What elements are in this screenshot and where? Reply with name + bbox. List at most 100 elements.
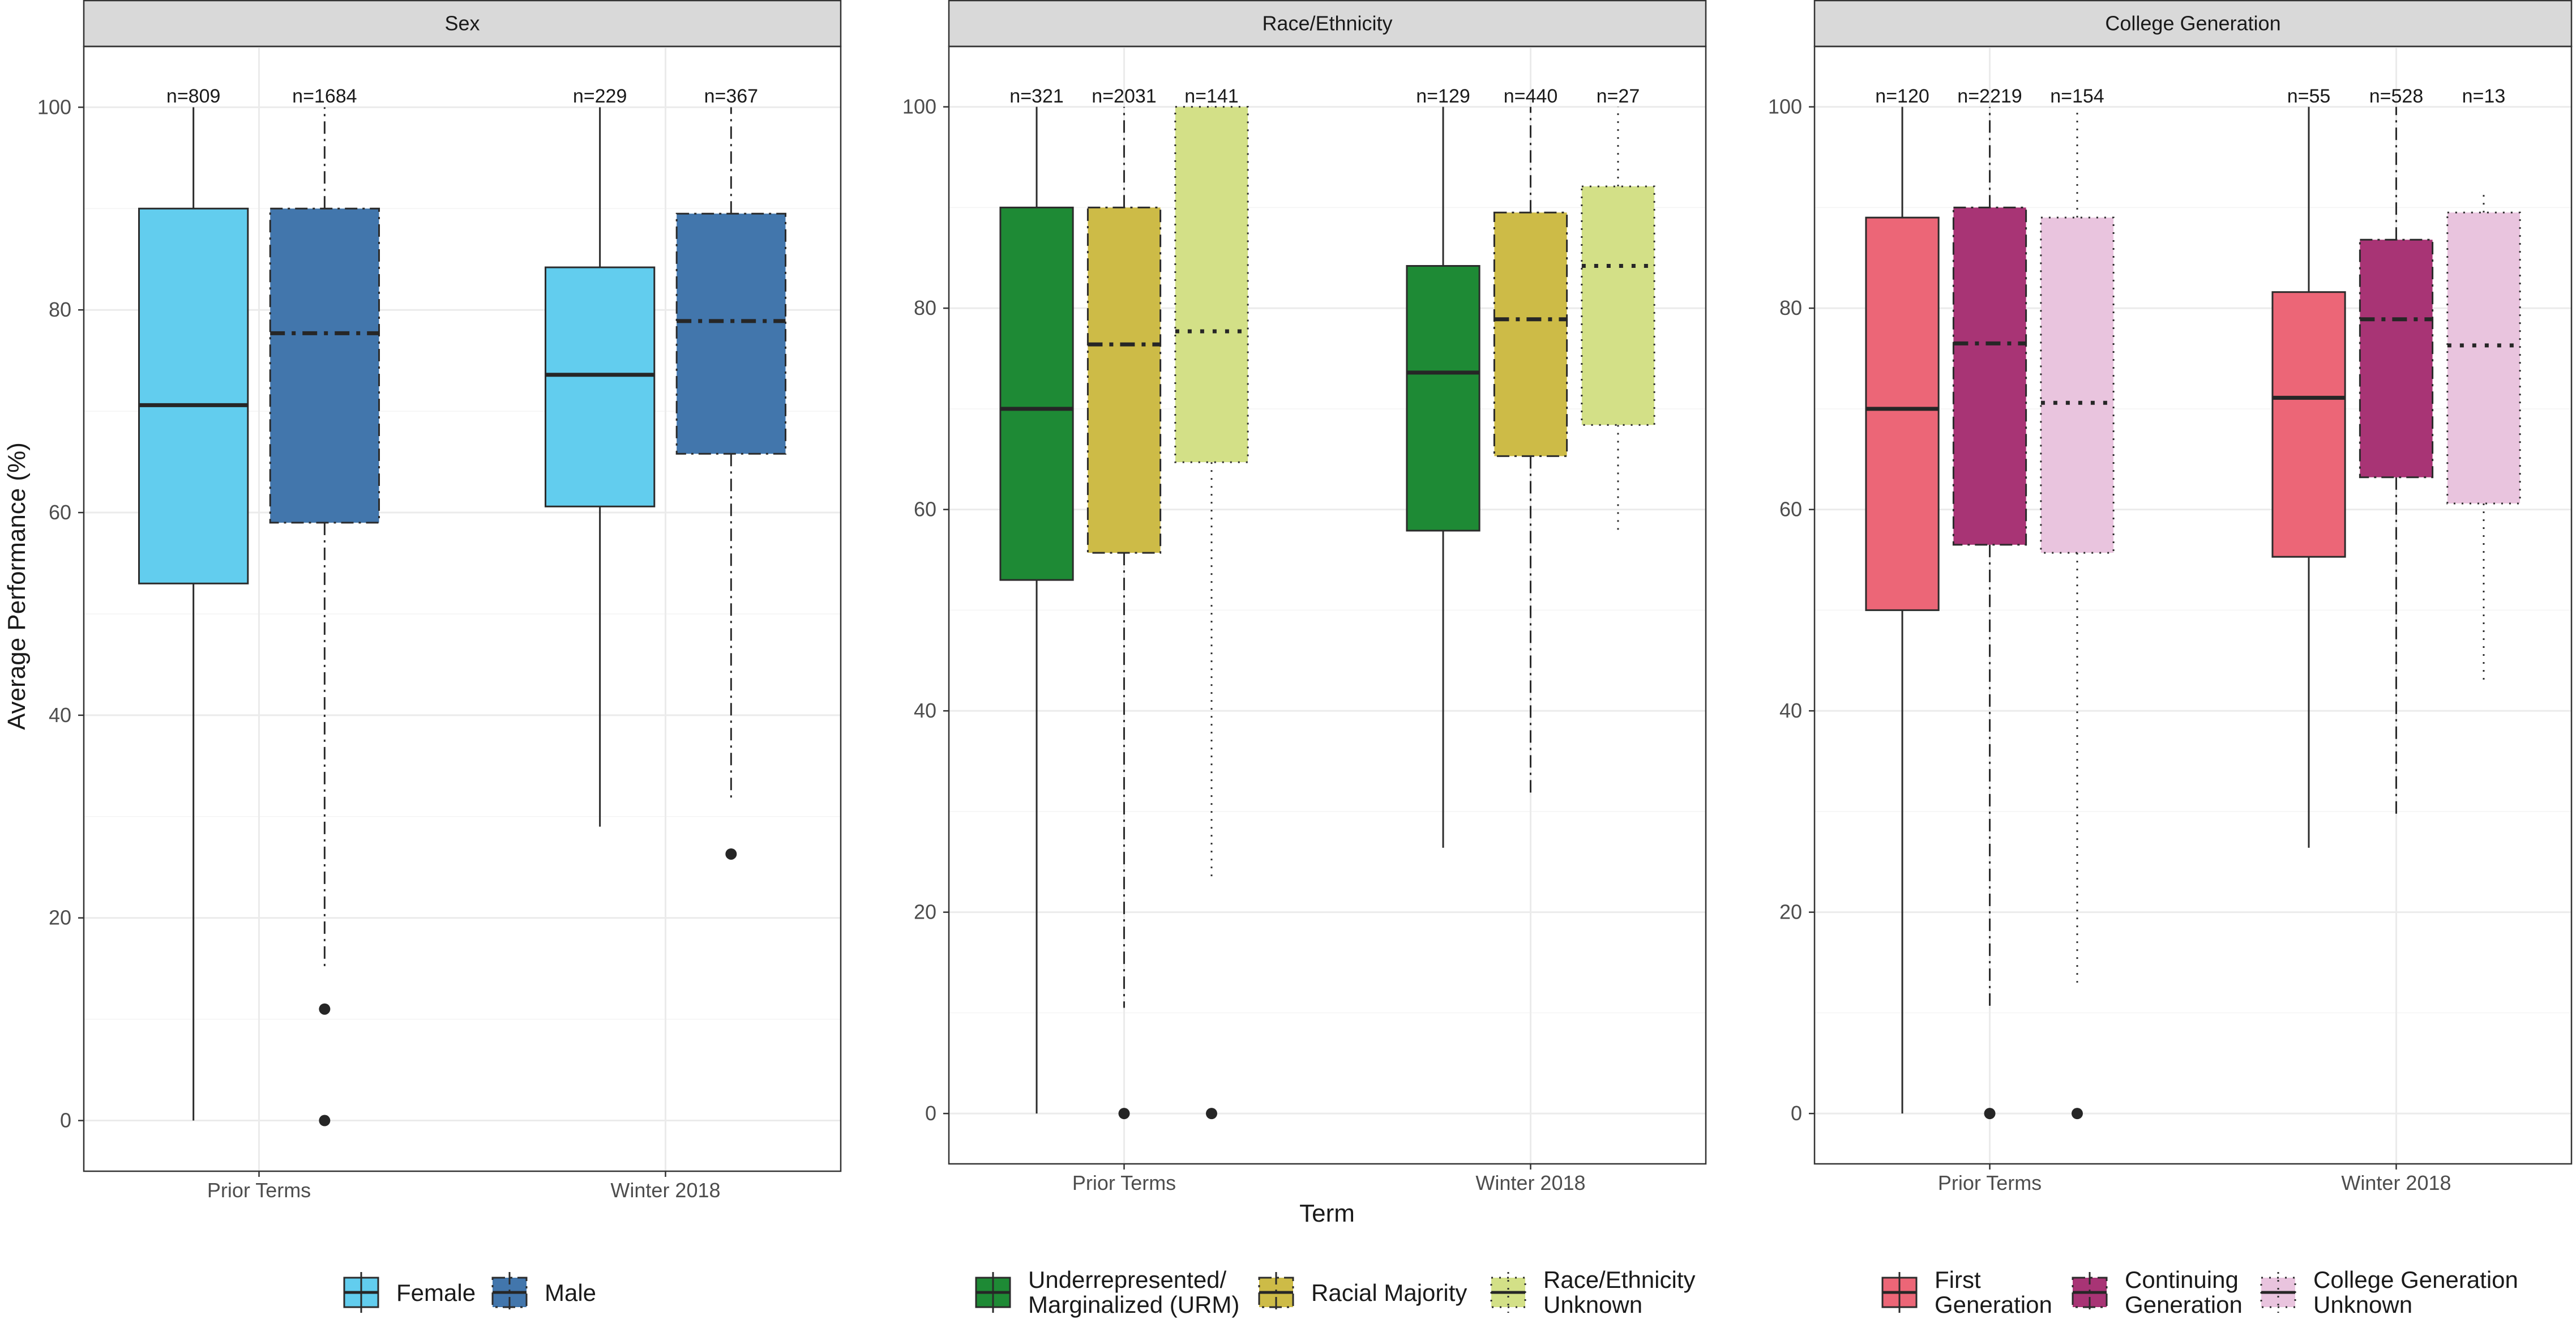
box-urm-winter-2018: n=129 xyxy=(1406,86,1480,848)
y-tick-label: 60 xyxy=(1779,498,1802,521)
box-male-prior-terms: n=1684 xyxy=(269,86,380,1126)
box-iqr xyxy=(2446,211,2521,505)
box-iqr xyxy=(1581,185,1655,426)
legend-label: Unknown xyxy=(2313,1291,2412,1318)
y-tick-label: 0 xyxy=(60,1109,71,1132)
y-tick-label: 100 xyxy=(1768,95,1802,118)
panel-sex: Sex 0 20 40 60 80 100 Prior Terms Winter 2018 n=8… xyxy=(37,0,842,1313)
box-iqr xyxy=(1174,106,1249,463)
x-tick-label: Prior Terms xyxy=(1072,1171,1176,1194)
legend-college-generation: FirstGenerationContinuingGenerationColle… xyxy=(1881,1266,2518,1318)
box-iqr xyxy=(999,206,1074,581)
n-label: n=55 xyxy=(2287,86,2331,107)
box-continuing-generation-winter-2018: n=528 xyxy=(2359,86,2434,818)
outlier-point xyxy=(1118,1108,1130,1120)
box-iqr xyxy=(269,207,380,524)
y-tick-label: 40 xyxy=(1779,699,1802,722)
n-label: n=141 xyxy=(1184,86,1239,107)
legend-label: Race/Ethnicity xyxy=(1543,1266,1695,1293)
y-axis: 0 20 40 60 80 100 xyxy=(1768,95,1815,1125)
y-tick-label: 20 xyxy=(1779,901,1802,924)
n-label: n=809 xyxy=(166,86,221,107)
box-iqr xyxy=(1406,264,1480,532)
n-label: n=440 xyxy=(1504,86,1558,107)
legend-item-racial-majority: Racial Majority xyxy=(1258,1272,1467,1313)
panel-header xyxy=(1813,0,2573,48)
box-first-generation-winter-2018: n=55 xyxy=(2271,86,2346,848)
box-continuing-generation-prior-terms: n=2219 xyxy=(1952,86,2027,1120)
box-college-generation-unknown-winter-2018: n=13 xyxy=(2446,86,2521,683)
box-racial-majority-prior-terms: n=2031 xyxy=(1086,86,1162,1120)
y-axis: 0 20 40 60 80 100 xyxy=(902,95,949,1125)
panel-college-generation: College Generation 0 20 40 60 80 100 Prior Term… xyxy=(1768,0,2573,1318)
n-label: n=229 xyxy=(573,86,627,107)
box-racial-majority-winter-2018: n=440 xyxy=(1493,86,1568,796)
x-tick-label: Winter 2018 xyxy=(610,1179,720,1202)
outlier-point xyxy=(725,848,737,860)
panel-border xyxy=(1813,45,2573,1165)
legend-label: Marginalized (URM) xyxy=(1028,1291,1239,1318)
y-tick-label: 80 xyxy=(914,296,936,319)
legend-label: Underrepresented/ xyxy=(1028,1266,1227,1293)
legend-item-female: Female xyxy=(343,1272,476,1313)
x-axis: Prior Terms Winter 2018 xyxy=(207,1171,721,1202)
box-iqr xyxy=(2359,238,2434,479)
legend-label: Female xyxy=(396,1279,476,1306)
panel-title: College Generation xyxy=(2105,12,2280,35)
x-tick-label: Prior Terms xyxy=(1938,1171,2042,1194)
boxes: n=321 n=2031 n=141 n=129 n=440 n=27 xyxy=(999,86,1655,1120)
box-iqr xyxy=(1493,211,1568,457)
y-tick-label: 20 xyxy=(914,901,936,924)
y-tick-label: 40 xyxy=(49,703,71,727)
x-tick-label: Winter 2018 xyxy=(1475,1171,1585,1194)
panel-border xyxy=(948,45,1707,1165)
y-tick-label: 100 xyxy=(37,95,71,118)
y-tick-label: 20 xyxy=(49,906,71,929)
panel-race-ethnicity: Race/Ethnicity 0 20 40 60 80 100 Prior Terms Win… xyxy=(902,0,1707,1318)
x-axis: Prior Terms Winter 2018 xyxy=(1072,1164,1586,1194)
n-label: n=2031 xyxy=(1092,86,1156,107)
y-tick-label: 0 xyxy=(925,1102,936,1125)
y-tick-label: 80 xyxy=(49,298,71,321)
legend-label: Continuing xyxy=(2125,1266,2239,1293)
legend-label: Generation xyxy=(2125,1291,2243,1318)
box-race-ethnicity-unknown-prior-terms: n=141 xyxy=(1174,86,1249,1120)
n-label: n=129 xyxy=(1416,86,1470,107)
panel-header xyxy=(83,0,842,48)
legend-label: Generation xyxy=(1935,1291,2052,1318)
x-axis: Prior Terms Winter 2018 xyxy=(1938,1164,2451,1194)
n-label: n=154 xyxy=(2050,86,2104,107)
legend-label: College Generation xyxy=(2313,1266,2518,1293)
n-label: n=367 xyxy=(704,86,759,107)
outlier-point xyxy=(1205,1108,1217,1120)
legend-label: First xyxy=(1935,1266,1981,1293)
box-urm-prior-terms: n=321 xyxy=(999,86,1074,1114)
n-label: n=2219 xyxy=(1957,86,2022,107)
n-label: n=27 xyxy=(1597,86,1640,107)
n-label: n=120 xyxy=(1875,86,1929,107)
box-iqr xyxy=(2040,216,2115,554)
box-iqr xyxy=(1086,206,1162,554)
box-iqr xyxy=(138,207,249,584)
n-label: n=321 xyxy=(1009,86,1064,107)
panel-title: Sex xyxy=(444,12,480,35)
box-female-prior-terms: n=809 xyxy=(138,86,249,1121)
legend-label: Racial Majority xyxy=(1311,1279,1467,1306)
legend-sex: Female Male xyxy=(343,1272,596,1313)
outlier-point xyxy=(319,1003,331,1015)
outlier-point xyxy=(2071,1108,2083,1120)
y-tick-label: 0 xyxy=(1791,1102,1802,1125)
box-male-winter-2018: n=367 xyxy=(675,86,786,860)
panel-title: Race/Ethnicity xyxy=(1262,12,1392,35)
x-tick-label: Winter 2018 xyxy=(2341,1171,2451,1194)
box-iqr xyxy=(2271,291,2346,558)
box-female-winter-2018: n=229 xyxy=(544,86,656,827)
x-axis-title: Term xyxy=(1299,1200,1355,1227)
box-college-generation-unknown-prior-terms: n=154 xyxy=(2040,86,2115,1120)
n-label: n=528 xyxy=(2369,86,2424,107)
x-tick-label: Prior Terms xyxy=(207,1179,311,1202)
